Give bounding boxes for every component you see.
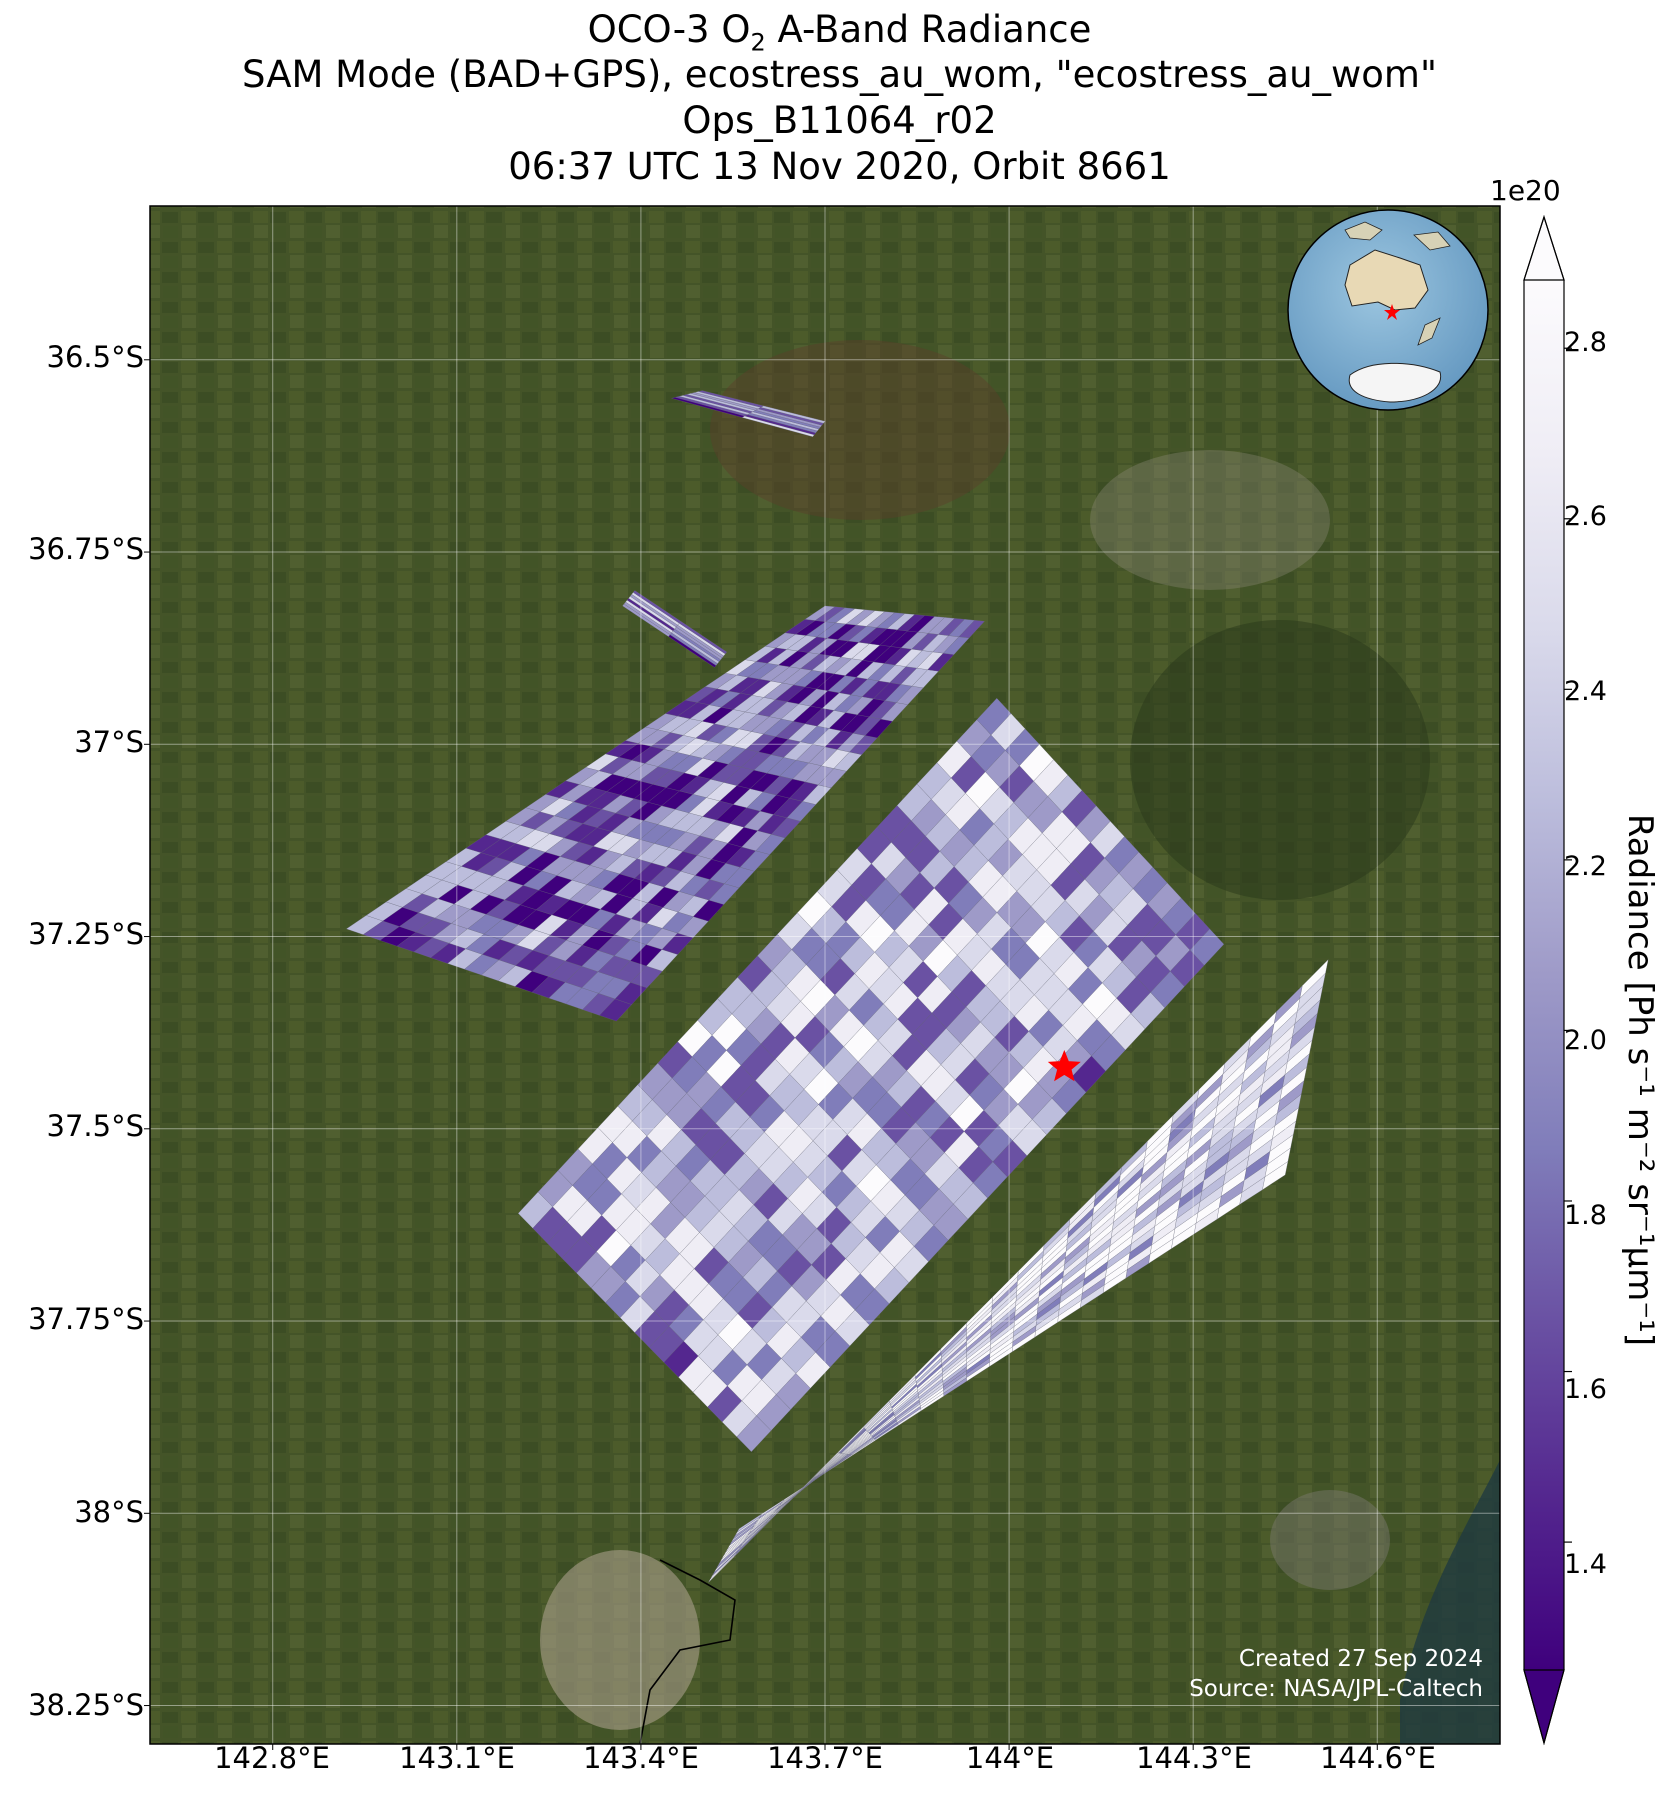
chart-title-line4: 06:37 UTC 13 Nov 2020, Orbit 8661 [508, 145, 1171, 188]
x-tick-label: 143.7°E [767, 1741, 883, 1775]
radiance-swaths [346, 390, 1329, 1583]
colorbar-body [1524, 280, 1564, 1670]
colorbar-label: Radiance [Ph s⁻¹ m⁻² sr⁻¹μm⁻¹] [1620, 813, 1660, 1347]
colorbar-tick-label: 2.4 [1564, 676, 1607, 707]
y-tick-label: 36.5°S [46, 340, 144, 374]
title-suffix: A-Band Radiance [765, 8, 1092, 51]
y-tick-label: 37.75°S [28, 1302, 144, 1336]
colorbar-tick-label: 2.0 [1564, 1025, 1607, 1056]
colorbar-tick-marks [1564, 347, 1572, 1543]
target-star-marker [1047, 1049, 1081, 1082]
x-tick-label: 143.4°E [583, 1741, 699, 1775]
inset-globe [1287, 209, 1489, 411]
colorbar-extend-min [1523, 1669, 1565, 1746]
colorbar-extend-max [1523, 215, 1565, 281]
colorbar-tick-label: 1.4 [1564, 1549, 1607, 1580]
x-tick-label: 144°E [965, 1741, 1055, 1775]
y-tick-label: 38.25°S [28, 1688, 144, 1722]
y-tick-label: 36.75°S [28, 532, 144, 566]
swath-swath-4 [518, 698, 1225, 1452]
axes-frame [149, 205, 1501, 1745]
colorbar [1523, 215, 1572, 1746]
map-gridlines [144, 206, 1500, 1750]
colorbar-tick-label: 1.8 [1564, 1200, 1607, 1231]
chart-title-line1: OCO-3 O2 A-Band Radiance [0, 8, 1679, 64]
colorbar-exponent: 1e20 [1490, 174, 1561, 207]
y-tick-label: 37°S [74, 725, 144, 759]
swath-cell [760, 405, 826, 424]
colorbar-tick-label: 1.6 [1564, 1374, 1607, 1405]
colorbar-tick-label: 2.2 [1564, 851, 1607, 882]
y-tick-label: 37.5°S [46, 1109, 144, 1143]
title-prefix: OCO-3 O [587, 8, 751, 51]
colorbar-tick-label: 2.6 [1564, 501, 1607, 532]
x-tick-label: 143.1°E [399, 1741, 515, 1775]
swath-cell [679, 621, 727, 655]
swath-swath-5 [708, 959, 1329, 1583]
swath-cell [958, 620, 985, 639]
x-tick-label: 144.6°E [1320, 1741, 1436, 1775]
created-date-text: Created 27 Sep 2024 [1238, 1646, 1483, 1672]
swath-cell [1189, 928, 1225, 966]
y-tick-label: 38°S [74, 1495, 144, 1529]
colorbar-outline [1523, 215, 1565, 1746]
swath-swath-3 [346, 605, 985, 1022]
chart-title-line2: SAM Mode (BAD+GPS), ecostress_au_wom, "e… [242, 53, 1437, 96]
swath-swath-2 [622, 590, 727, 668]
chart-title-line3: Ops_B11064_r02 [682, 99, 997, 142]
x-tick-label: 144.3°E [1136, 1741, 1252, 1775]
y-tick-label: 37.25°S [28, 917, 144, 951]
title-subscript: 2 [750, 28, 766, 57]
colorbar-tick-label: 2.8 [1564, 327, 1607, 358]
x-tick-label: 142.8°E [214, 1741, 330, 1775]
source-credit-text: Source: NASA/JPL-Caltech [1189, 1676, 1483, 1702]
swath-cell [1262, 1161, 1289, 1190]
swath-swath-1 [671, 390, 826, 437]
